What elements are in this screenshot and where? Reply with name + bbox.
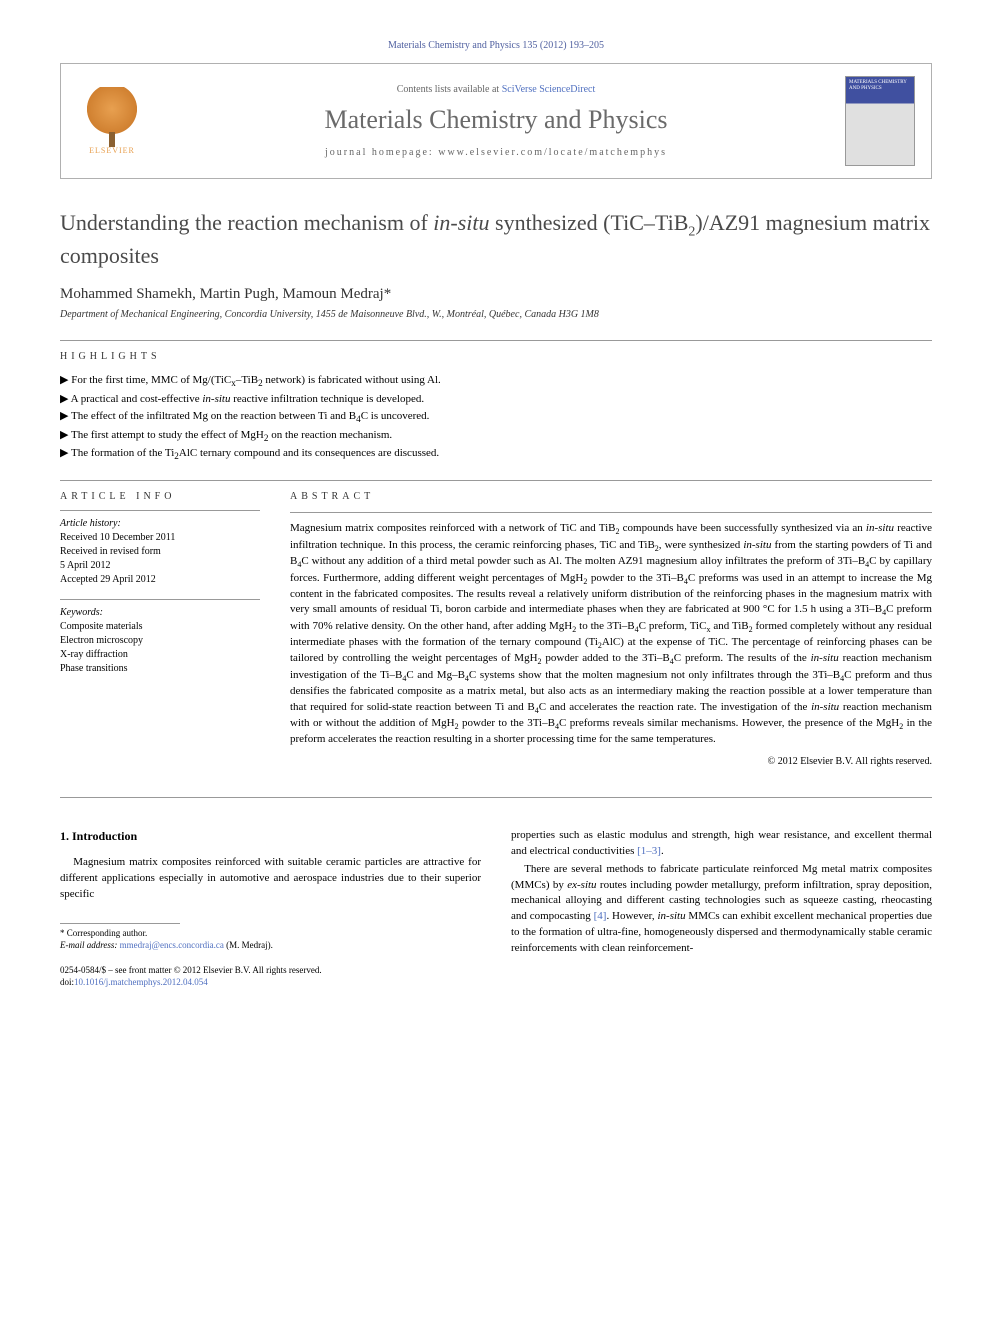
body-paragraph: Magnesium matrix composites reinforced w… [60, 855, 481, 903]
body-paragraph: There are several methods to fabricate p… [511, 862, 932, 958]
keywords-heading: Keywords: [60, 606, 260, 620]
highlights-list: For the first time, MMC of Mg/(TiCx–TiB2… [60, 372, 932, 464]
rule [60, 340, 932, 341]
keywords-block: Keywords: Composite materials Electron m… [60, 599, 260, 676]
body-columns: 1. Introduction Magnesium matrix composi… [60, 828, 932, 989]
footnote-rule [60, 923, 180, 924]
section-title: Introduction [72, 829, 137, 843]
history-line: Received 10 December 2011 [60, 531, 260, 545]
rule [60, 480, 932, 481]
email-link[interactable]: mmedraj@encs.concordia.ca [120, 940, 224, 950]
history-heading: Article history: [60, 517, 260, 531]
section-number: 1. [60, 829, 69, 843]
body-column-right: properties such as elastic modulus and s… [511, 828, 932, 989]
contents-lists-line: Contents lists available at SciVerse Sci… [163, 84, 829, 95]
homepage-prefix: journal homepage: [325, 147, 438, 158]
doi-line: doi:10.1016/j.matchemphys.2012.04.054 [60, 977, 481, 989]
keyword: Electron microscopy [60, 634, 260, 648]
contents-prefix: Contents lists available at [397, 84, 502, 95]
section-heading: 1. Introduction [60, 828, 481, 845]
highlights-label: HIGHLIGHTS [60, 351, 932, 362]
article-title: Understanding the reaction mechanism of … [60, 209, 932, 270]
keyword: Composite materials [60, 620, 260, 634]
highlight-item: The formation of the Ti2AlC ternary comp… [60, 445, 932, 464]
info-abstract-row: ARTICLE INFO Article history: Received 1… [60, 491, 932, 766]
copyright-line: © 2012 Elsevier B.V. All rights reserved… [290, 756, 932, 767]
journal-cover-thumbnail [845, 76, 915, 166]
journal-header-box: ELSEVIER Contents lists available at Sci… [60, 63, 932, 179]
highlight-item: A practical and cost-effective in-situ r… [60, 391, 932, 408]
abstract-text: Magnesium matrix composites reinforced w… [290, 512, 932, 747]
authors-line: Mohammed Shamekh, Martin Pugh, Mamoun Me… [60, 286, 932, 303]
keyword: Phase transitions [60, 662, 260, 676]
article-history-block: Article history: Received 10 December 20… [60, 510, 260, 587]
history-line: Received in revised form [60, 545, 260, 559]
email-name: (M. Medraj). [226, 940, 273, 950]
email-label: E-mail address: [60, 940, 117, 950]
article-info-label: ARTICLE INFO [60, 491, 260, 502]
journal-name: Materials Chemistry and Physics [163, 105, 829, 135]
elsevier-text: ELSEVIER [89, 146, 135, 155]
header-center: Contents lists available at SciVerse Sci… [163, 84, 829, 158]
rule [60, 797, 932, 798]
article-info-column: ARTICLE INFO Article history: Received 1… [60, 491, 260, 766]
keyword: X-ray diffraction [60, 648, 260, 662]
sciencedirect-link[interactable]: SciVerse ScienceDirect [502, 84, 596, 95]
highlight-item: The effect of the infiltrated Mg on the … [60, 408, 932, 427]
footnote-block: * Corresponding author. E-mail address: … [60, 928, 481, 951]
history-line: 5 April 2012 [60, 559, 260, 573]
highlight-item: For the first time, MMC of Mg/(TiCx–TiB2… [60, 372, 932, 391]
front-matter-line: 0254-0584/$ – see front matter © 2012 El… [60, 965, 481, 977]
footer-block: 0254-0584/$ – see front matter © 2012 El… [60, 965, 481, 988]
doi-link[interactable]: 10.1016/j.matchemphys.2012.04.054 [74, 977, 208, 987]
email-line: E-mail address: mmedraj@encs.concordia.c… [60, 940, 481, 952]
homepage-url: www.elsevier.com/locate/matchemphys [438, 147, 667, 158]
abstract-label: ABSTRACT [290, 491, 932, 502]
history-line: Accepted 29 April 2012 [60, 573, 260, 587]
elsevier-logo: ELSEVIER [77, 81, 147, 161]
highlight-item: The first attempt to study the effect of… [60, 427, 932, 446]
body-paragraph: properties such as elastic modulus and s… [511, 828, 932, 860]
corresponding-author: * Corresponding author. [60, 928, 481, 940]
elsevier-tree-icon [87, 87, 137, 142]
doi-prefix: doi: [60, 977, 74, 987]
abstract-column: ABSTRACT Magnesium matrix composites rei… [290, 491, 932, 766]
affiliation: Department of Mechanical Engineering, Co… [60, 309, 932, 320]
citation-line: Materials Chemistry and Physics 135 (201… [60, 40, 932, 51]
homepage-line: journal homepage: www.elsevier.com/locat… [163, 147, 829, 158]
body-column-left: 1. Introduction Magnesium matrix composi… [60, 828, 481, 989]
